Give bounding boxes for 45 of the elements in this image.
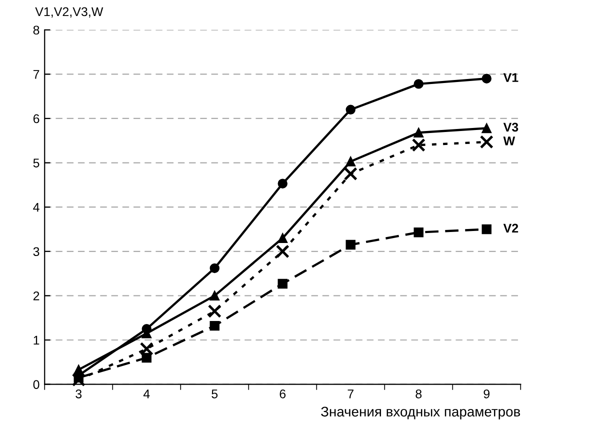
series-label: V2 (503, 224, 518, 232)
y-tick-label: 7 (33, 70, 40, 79)
point (276, 244, 290, 258)
y-tick-label: 2 (33, 292, 40, 300)
y-tick-label: 5 (33, 158, 40, 168)
x-tick-label: 8 (416, 389, 422, 398)
point (482, 123, 492, 134)
point (344, 167, 358, 181)
point (210, 263, 220, 274)
x-tick-label: 9 (484, 389, 490, 398)
point (346, 156, 356, 166)
point (346, 240, 356, 250)
point (210, 320, 220, 331)
y-tick-label: 4 (33, 203, 40, 212)
point (414, 128, 424, 138)
x-axis-title: Значения входных параметров (321, 406, 520, 420)
point (414, 227, 424, 238)
x-tick-label: 6 (280, 389, 286, 398)
series-label: V3 (503, 122, 518, 132)
y-tick-label: 8 (33, 26, 40, 35)
point (278, 233, 288, 243)
y-tick-label: 1 (34, 336, 40, 345)
point (414, 79, 424, 89)
point (480, 135, 494, 149)
point (346, 104, 356, 114)
y-tick-label: 3 (33, 247, 40, 256)
y-tick-label: 0 (33, 380, 40, 389)
point (142, 352, 152, 363)
x-tick-label: 7 (348, 390, 354, 398)
y-tick-label: 6 (33, 114, 40, 124)
point (72, 373, 86, 387)
series-label: V1 (503, 73, 518, 82)
point (278, 178, 288, 188)
point (140, 342, 154, 356)
point (482, 74, 492, 84)
point (278, 278, 288, 289)
series-label: W (503, 136, 516, 146)
point (208, 304, 222, 318)
point (412, 138, 426, 152)
y-axis-title: V1,V2,V3,W (35, 7, 104, 18)
point (482, 224, 492, 234)
x-tick-label: 3 (76, 389, 82, 398)
point (210, 290, 220, 301)
x-tick-label: 4 (143, 390, 150, 398)
x-tick-label: 5 (212, 390, 218, 398)
